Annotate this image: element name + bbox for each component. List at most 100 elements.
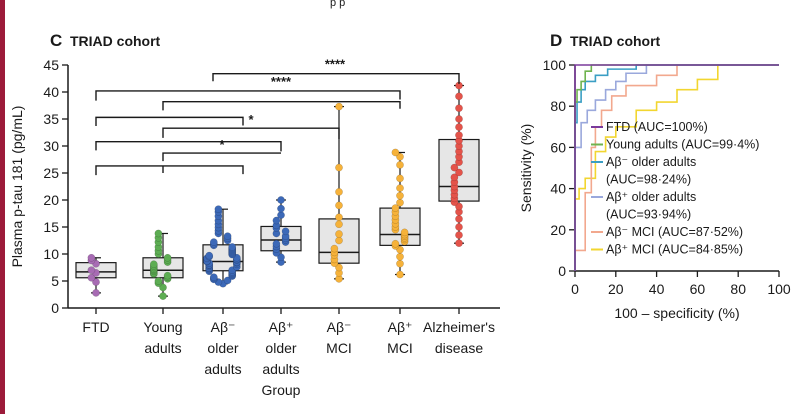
x-tick-label: 0 bbox=[571, 281, 579, 297]
data-point bbox=[335, 163, 343, 172]
data-point bbox=[87, 266, 96, 275]
data-point bbox=[335, 230, 343, 238]
y-tick-label: 30 bbox=[43, 138, 59, 154]
roc-series-line bbox=[574, 64, 779, 271]
y-tick-label: 100 bbox=[543, 57, 567, 73]
box-iqr bbox=[260, 225, 302, 252]
data-point bbox=[455, 104, 463, 113]
significance-label: * bbox=[248, 112, 254, 127]
box-plot-panel: 0 5 10 15 20 25 30 35 40 45 Plasma p-tau 181 (pg/m… bbox=[9, 57, 500, 398]
data-point bbox=[455, 123, 463, 131]
x-tick-label: 80 bbox=[730, 281, 746, 297]
y-tick-label: 35 bbox=[43, 111, 59, 127]
legend-label: Aβ⁻ MCI (AUC=87·52%) bbox=[606, 225, 743, 239]
significance-label: **** bbox=[271, 74, 292, 89]
data-point bbox=[277, 253, 285, 262]
data-point bbox=[455, 215, 463, 223]
legend-label: Young adults (AUC=99·4%) bbox=[606, 138, 759, 152]
x-category-label: adults bbox=[144, 340, 181, 356]
roc-plot-panel: 0 20 40 60 80 100 0 20 40 60 80 100 100 – specificit… bbox=[518, 57, 791, 321]
y-tick-label: 60 bbox=[550, 139, 566, 155]
legend-label: (AUC=93·94%) bbox=[606, 208, 691, 222]
data-point bbox=[87, 273, 96, 282]
y-tick-label: 80 bbox=[550, 98, 566, 114]
data-point bbox=[335, 201, 343, 210]
data-point bbox=[400, 228, 409, 237]
legend-label: Aβ⁻ older adults bbox=[606, 155, 696, 169]
data-point bbox=[92, 278, 100, 286]
y-tick-label: 45 bbox=[43, 57, 59, 73]
legend-label: Aβ⁺ older adults bbox=[606, 190, 696, 204]
data-point bbox=[149, 260, 158, 269]
box-iqr bbox=[379, 207, 421, 246]
significance-bracket bbox=[95, 140, 282, 152]
roc-series-line bbox=[574, 64, 779, 271]
data-point bbox=[209, 273, 218, 282]
data-point bbox=[209, 238, 218, 246]
box-iqr bbox=[142, 257, 184, 279]
x-category-label: MCI bbox=[326, 340, 352, 356]
x-tick-label: 40 bbox=[649, 281, 665, 297]
data-point bbox=[335, 236, 343, 245]
x-axis-title: Group bbox=[262, 382, 301, 398]
panel-c-header: C TRIAD cohort bbox=[50, 31, 161, 50]
data-point bbox=[159, 292, 167, 300]
significance-label: **** bbox=[325, 57, 346, 72]
x-category-label: Aβ⁻ bbox=[327, 319, 352, 335]
y-tick-label: 5 bbox=[51, 273, 59, 289]
x-tick-label: 20 bbox=[608, 281, 624, 297]
data-point bbox=[330, 244, 339, 253]
data-point bbox=[455, 239, 463, 248]
x-category-label: Young bbox=[143, 319, 182, 335]
data-point bbox=[396, 161, 404, 169]
significance-bracket bbox=[162, 127, 340, 139]
data-point bbox=[391, 239, 400, 248]
data-point bbox=[163, 271, 172, 280]
x-category-label: adults bbox=[262, 361, 299, 377]
legend-label: Aβ⁺ MCI (AUC=84·85%) bbox=[606, 243, 743, 257]
y-tick-label: 10 bbox=[43, 246, 59, 262]
y-tick-label: 0 bbox=[558, 263, 566, 279]
data-point bbox=[391, 148, 400, 157]
x-category-label: disease bbox=[435, 340, 483, 356]
x-category-label: FTD bbox=[82, 319, 109, 335]
data-point bbox=[396, 198, 404, 207]
panel-d-header: D TRIAD cohort bbox=[550, 31, 661, 50]
data-point bbox=[396, 259, 404, 268]
page-top-text: p p bbox=[330, 0, 345, 9]
data-point bbox=[455, 202, 463, 211]
data-point bbox=[396, 252, 404, 261]
data-point bbox=[396, 152, 404, 161]
panel-d-letter: D bbox=[550, 31, 562, 50]
panel-c-title: TRIAD cohort bbox=[70, 33, 161, 49]
data-point bbox=[214, 205, 223, 214]
data-point bbox=[335, 188, 343, 196]
significance-bracket bbox=[95, 90, 401, 101]
significance-bracket bbox=[162, 101, 401, 111]
data-point bbox=[396, 270, 404, 279]
x-category-label: adults bbox=[204, 361, 241, 377]
y-axis-title: Plasma p-tau 181 (pg/mL) bbox=[9, 106, 25, 268]
roc-series-line bbox=[574, 64, 779, 271]
data-point bbox=[92, 289, 100, 297]
x-category-label: Alzheimer's bbox=[423, 319, 495, 335]
x-axis-title: 100 – specificity (%) bbox=[614, 305, 739, 321]
roc-series-line bbox=[574, 64, 779, 271]
data-point bbox=[450, 173, 459, 182]
x-category-label: Aβ⁻ bbox=[211, 319, 236, 335]
data-point bbox=[455, 168, 463, 177]
data-point bbox=[272, 239, 281, 248]
data-point bbox=[154, 229, 163, 238]
significance-bracket bbox=[95, 165, 244, 176]
data-point bbox=[159, 283, 167, 292]
x-category-label: older bbox=[207, 340, 238, 356]
data-point bbox=[205, 251, 214, 260]
data-point bbox=[277, 211, 285, 219]
data-point bbox=[87, 253, 96, 262]
x-category-label: Aβ⁺ bbox=[388, 319, 413, 335]
data-point bbox=[335, 213, 343, 222]
data-point bbox=[277, 204, 285, 213]
data-point bbox=[335, 102, 343, 111]
x-tick-label: 100 bbox=[767, 281, 791, 297]
